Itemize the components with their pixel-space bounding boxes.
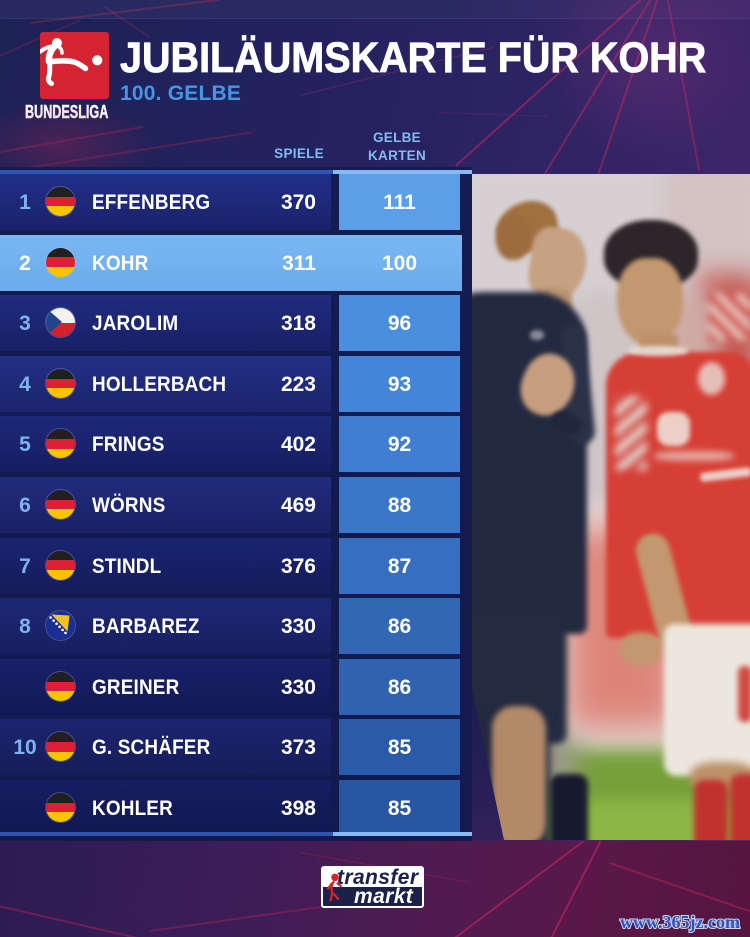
svg-text:www.365jz.com: www.365jz.com <box>620 912 740 932</box>
